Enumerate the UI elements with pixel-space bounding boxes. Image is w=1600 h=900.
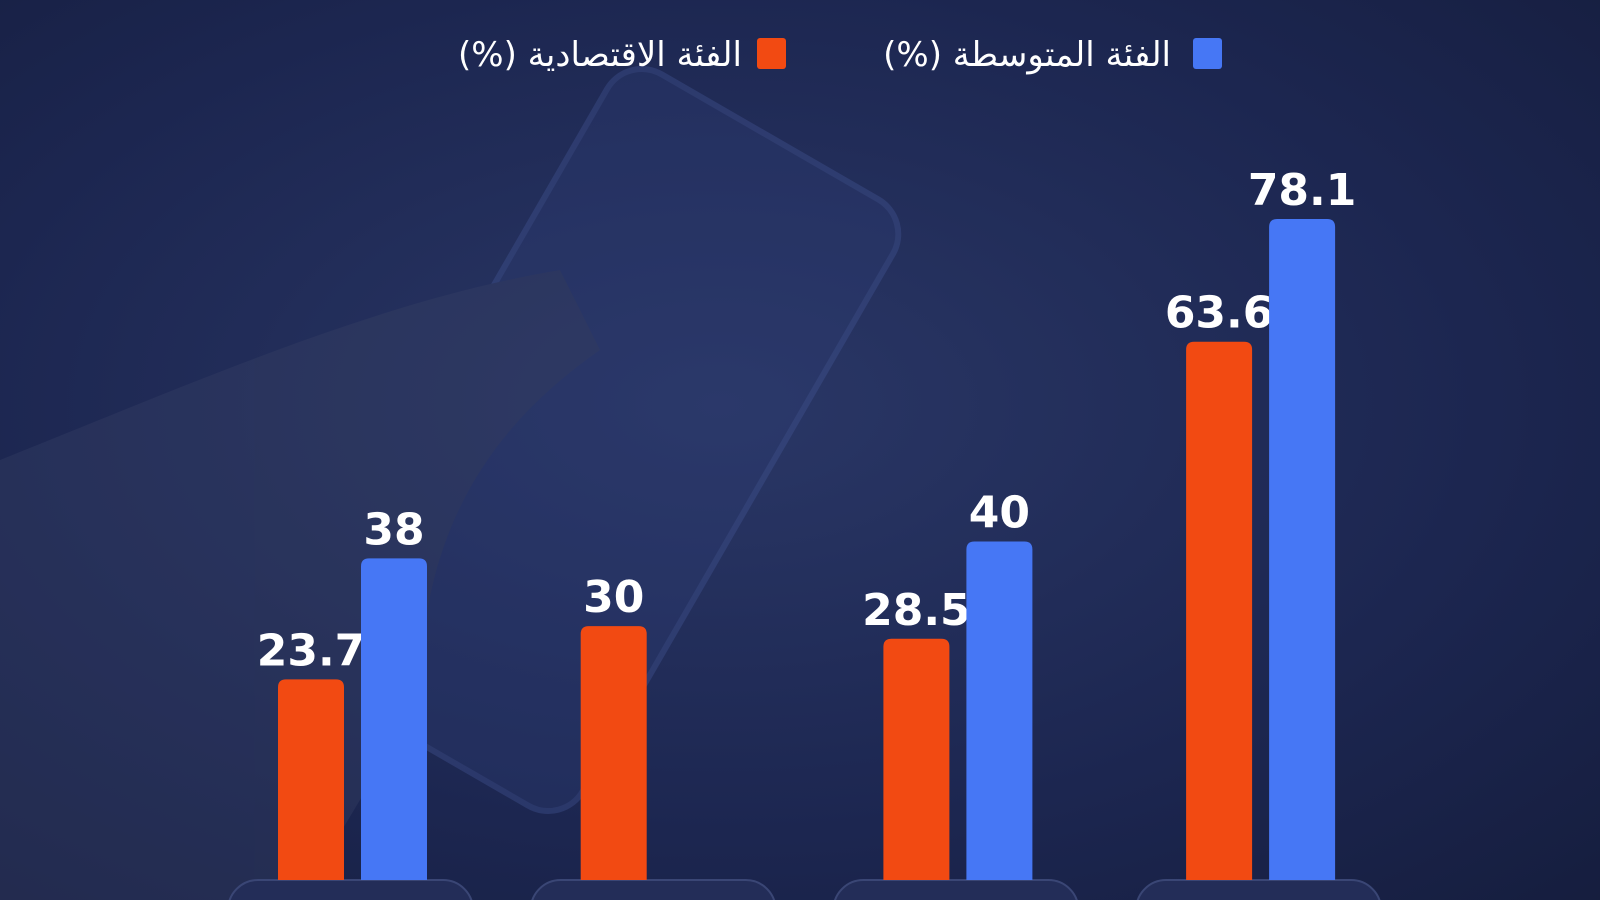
value-label: 40 (969, 487, 1030, 538)
bar (966, 541, 1033, 880)
value-label: 78.1 (1248, 165, 1357, 216)
legend-swatch (1193, 38, 1222, 69)
legend: الفئة الاقتصادية (%) الفئة المتوسطة (%) (458, 35, 1222, 75)
value-label: 30 (583, 572, 644, 623)
value-label: 63.6 (1165, 288, 1274, 339)
bar (580, 626, 647, 880)
legend-label: الفئة المتوسطة (%) (883, 35, 1171, 75)
value-label: 28.5 (862, 585, 971, 636)
legend-swatch (757, 38, 786, 69)
bar (1186, 341, 1253, 881)
hand-shape (0, 270, 600, 900)
bar (278, 679, 344, 880)
category-pills (228, 879, 1381, 900)
category-pill (531, 879, 776, 900)
category-pill (228, 879, 473, 900)
category-pill (834, 879, 1078, 900)
bar (1269, 219, 1336, 880)
bars: 23.7 30 28.5 63.6 38 40 78.1 (257, 165, 1357, 881)
bar (361, 558, 427, 880)
value-label: 38 (363, 504, 424, 555)
category-pill (1136, 879, 1381, 900)
bar (883, 638, 950, 880)
legend-label: الفئة الاقتصادية (%) (458, 35, 742, 75)
value-label: 23.7 (257, 625, 366, 676)
